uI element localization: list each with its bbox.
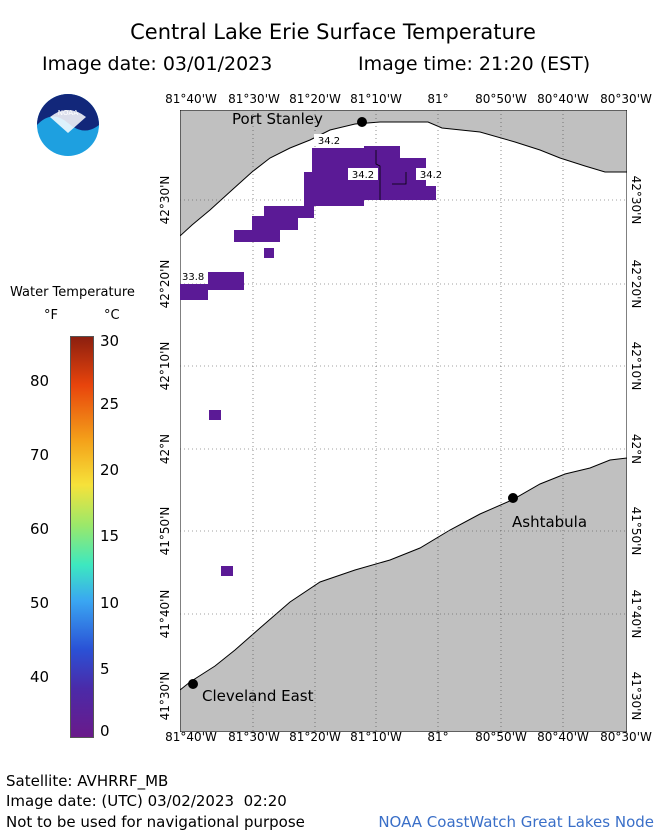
lon-label: 81°30'W (228, 92, 280, 106)
lat-label: 42°20'N (629, 259, 643, 309)
lat-label: 42°N (158, 433, 172, 465)
footer-disclaimer: Not to be used for navigational purpose (6, 813, 305, 831)
lon-label: 80°40'W (537, 730, 589, 744)
legend-f-tick: 70 (30, 446, 50, 464)
legend-f-tick: 40 (30, 668, 50, 686)
map-title: Central Lake Erie Surface Temperature (130, 20, 536, 44)
north-land (180, 110, 627, 237)
legend-c-tick: 25 (100, 395, 120, 413)
legend-c-tick: 10 (100, 594, 120, 612)
south-land (180, 457, 627, 732)
noaa-logo-text: NOAA (58, 109, 79, 117)
temperature-color-scale (70, 336, 94, 738)
legend-f-tick: 50 (30, 594, 50, 612)
footer-satellite: Satellite: AVHRRF_MB (6, 772, 169, 790)
footer-utc-date: Image date: (UTC) 03/02/2023 02:20 (6, 792, 287, 810)
legend-f-tick: 60 (30, 520, 50, 538)
lon-label: 81°30'W (228, 730, 280, 744)
city-marker-ashtabula (508, 493, 518, 503)
legend-f-tick: 80 (30, 372, 50, 390)
lat-label: 42°10'N (158, 341, 172, 391)
temp-label: 33.8 (182, 272, 204, 283)
boundary-line (375, 150, 407, 200)
lon-label: 80°50'W (475, 730, 527, 744)
temp-label: 34.2 (318, 136, 340, 147)
lat-label: 42°10'N (629, 341, 643, 391)
city-marker-port-stanley (357, 117, 367, 127)
legend-unit-c: °C (104, 308, 120, 323)
lat-label: 41°30'N (158, 671, 172, 721)
lat-label: 41°50'N (158, 506, 172, 556)
graticule (180, 110, 627, 732)
lake-erie-map: 34.2 34.2 34.2 33.8 Port Stanley Ashtabu… (180, 110, 627, 732)
lat-label: 41°50'N (629, 506, 643, 556)
lon-label: 81°40'W (165, 730, 217, 744)
city-marker-cleveland-east (188, 679, 198, 689)
image-time: Image time: 21:20 (EST) (358, 53, 591, 75)
lon-label: 81°10'W (350, 92, 402, 106)
city-label-cleveland-east: Cleveland East (202, 687, 314, 705)
city-label-port-stanley: Port Stanley (232, 110, 323, 128)
image-date: Image date: 03/01/2023 (42, 53, 273, 75)
lat-label: 41°40'N (158, 589, 172, 639)
lon-label: 80°40'W (537, 92, 589, 106)
legend-c-tick: 0 (100, 722, 110, 740)
lon-label: 81°20'W (289, 730, 341, 744)
lon-label: 80°30'W (600, 730, 652, 744)
lon-label: 80°50'W (475, 92, 527, 106)
legend-unit-f: °F (44, 308, 58, 323)
temp-label: 34.2 (420, 170, 442, 181)
lon-label: 81° (427, 730, 449, 744)
lat-label: 41°30'N (629, 671, 643, 721)
lat-label: 42°20'N (158, 259, 172, 309)
lon-label: 80°30'W (600, 92, 652, 106)
lat-label: 42°N (629, 433, 643, 465)
lat-label: 42°30'N (629, 175, 643, 225)
legend-title: Water Temperature (10, 285, 135, 300)
legend-c-tick: 30 (100, 332, 120, 350)
lon-label: 81°10'W (350, 730, 402, 744)
temp-label-bg (416, 168, 446, 180)
legend-c-tick: 20 (100, 461, 120, 479)
legend-c-tick: 15 (100, 527, 120, 545)
lat-label: 42°30'N (158, 175, 172, 225)
temp-label-bg (314, 134, 344, 146)
lat-label: 41°40'N (629, 589, 643, 639)
temperature-pixels (180, 146, 436, 576)
temp-label-bg (348, 168, 378, 180)
lon-label: 81°20'W (289, 92, 341, 106)
temp-label: 34.2 (352, 170, 374, 181)
noaa-logo: NOAA (37, 94, 99, 156)
city-label-ashtabula: Ashtabula (512, 513, 587, 531)
lon-label: 81°40'W (165, 92, 217, 106)
footer-credit: NOAA CoastWatch Great Lakes Node (378, 813, 654, 831)
lon-label: 81° (427, 92, 449, 106)
legend-c-tick: 5 (100, 660, 110, 678)
